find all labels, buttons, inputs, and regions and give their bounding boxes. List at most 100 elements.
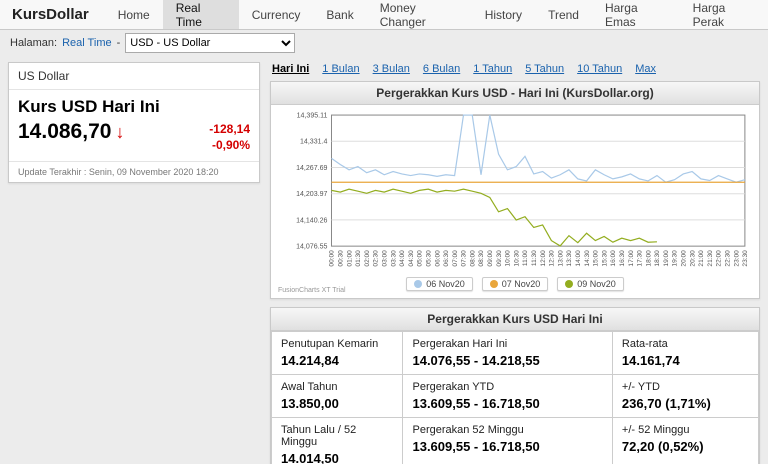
nav-item-harga-perak[interactable]: Harga Perak	[692, 0, 726, 29]
legend-item-06-nov20[interactable]: 06 Nov20	[406, 277, 473, 292]
y-axis-label: 14,140.26	[296, 217, 327, 224]
nav-item-harga-emas[interactable]: Harga Emas	[604, 0, 638, 29]
x-axis-label: 02:00	[364, 250, 371, 267]
legend-label: 06 Nov20	[426, 279, 465, 290]
x-axis-label: 22:00	[716, 250, 723, 267]
stats-card: Pergerakkan Kurs USD Hari Ini Penutupan …	[270, 307, 760, 464]
stat-cell: Awal Tahun 13.850,00	[270, 374, 404, 419]
breadcrumb-separator: -	[116, 37, 121, 49]
x-axis-label: 09:30	[496, 250, 503, 267]
stat-value: 13.609,55 - 16.718,50	[412, 396, 540, 412]
brand-logo[interactable]: KursDollar	[12, 6, 89, 23]
x-axis-label: 14:30	[584, 250, 591, 267]
range-tabs: Hari Ini 1 Bulan 3 Bulan 6 Bulan 1 Tahun 5 Ta…	[270, 62, 760, 81]
x-axis-label: 07:00	[452, 250, 459, 267]
x-axis-label: 11:30	[531, 250, 538, 266]
x-axis-label: 09:00	[487, 250, 494, 267]
stat-cell: Pergerakan Hari Ini 14.076,55 - 14.218,55	[402, 331, 613, 376]
x-axis-label: 03:30	[390, 250, 397, 267]
x-axis-label: 06:30	[443, 250, 450, 267]
stat-value: 236,70 (1,71%)	[621, 396, 711, 412]
breadcrumb-page-link[interactable]: Real Time	[62, 37, 112, 49]
x-axis-label: 14:00	[575, 250, 582, 267]
stat-cell: +/- 52 Minggu 72,20 (0,52%)	[611, 417, 760, 464]
nav-item-history[interactable]: History	[484, 7, 523, 22]
stat-cell: Pergerakan 52 Minggu 13.609,55 - 16.718,5…	[402, 417, 613, 464]
change-percent: -0,90%	[211, 137, 250, 152]
breadcrumb: Halaman: Real Time - USD - US Dollar	[0, 30, 768, 56]
nav-item-home[interactable]: Home	[117, 7, 150, 22]
tab-1-tahun[interactable]: 1 Tahun	[473, 63, 513, 75]
right-column: Hari Ini 1 Bulan 3 Bulan 6 Bulan 1 Tahun 5 Ta…	[270, 62, 760, 464]
stat-cell: Penutupan Kemarin 14.214,84	[270, 331, 404, 376]
x-axis-label: 23:00	[733, 250, 740, 267]
price-change: -128,14 -0,90%	[209, 120, 250, 153]
x-axis-label: 20:30	[689, 250, 696, 267]
stat-cell: Pergerakan YTD 13.609,55 - 16.718,50	[402, 374, 613, 419]
top-navigation: KursDollar Home Real Time Currency Bank Mone…	[0, 0, 768, 30]
x-axis-label: 01:00	[346, 250, 353, 267]
tab-6-bulan[interactable]: 6 Bulan	[422, 63, 461, 75]
last-update: Update Terakhir : Senin, 09 November 202…	[9, 161, 259, 182]
chart-title: Pergerakkan Kurs USD - Hari Ini (KursDol…	[271, 82, 759, 105]
tab-hari-ini[interactable]: Hari Ini	[272, 63, 310, 75]
legend-label: 07 Nov20	[501, 279, 541, 290]
y-axis-label: 14,076.55	[296, 244, 327, 251]
currency-select[interactable]: USD - US Dollar	[125, 33, 296, 53]
stat-value: 14.014,50	[281, 451, 339, 464]
y-axis-label: 14,395.11	[297, 112, 328, 119]
series-line-06-nov20	[331, 114, 746, 183]
legend-bullet-icon	[489, 280, 498, 289]
stat-value: 14.076,55 - 14.218,55	[412, 353, 540, 369]
chart-body: 14,395.11 14,331.4 14,267.69 14,203.97 14,14…	[271, 105, 759, 298]
stat-value: 13.609,55 - 16.718,50	[412, 439, 540, 455]
stats-title: Pergerakkan Kurs USD Hari Ini	[271, 308, 759, 332]
stat-value: 13.850,00	[281, 396, 339, 412]
y-axis-label: 14,203.97	[296, 191, 327, 198]
x-axis-label: 17:30	[637, 250, 644, 267]
legend-label: 09 Nov20	[577, 279, 616, 290]
stat-label: Awal Tahun	[281, 381, 338, 394]
tab-5-tahun[interactable]: 5 Tahun	[525, 63, 565, 75]
nav-item-bank[interactable]: Bank	[326, 7, 354, 22]
nav-item-currency[interactable]: Currency	[251, 7, 301, 22]
price-chart: 14,395.11 14,331.4 14,267.69 14,203.97 14,14…	[296, 112, 749, 267]
tab-max[interactable]: Max	[635, 63, 656, 75]
x-axis-label: 12:30	[549, 250, 556, 267]
x-axis-label: 10:00	[505, 250, 512, 267]
legend-bullet-icon	[565, 280, 574, 289]
legend-item-07-nov20[interactable]: 07 Nov20	[481, 277, 549, 292]
plot-area	[330, 114, 746, 247]
nav-item-money-changer[interactable]: Money Changer	[379, 0, 426, 29]
stat-value: 14.214,84	[281, 353, 339, 369]
x-axis-label: 15:00	[593, 250, 600, 267]
nav-item-real-time[interactable]: Real Time	[162, 0, 239, 29]
tab-10-tahun[interactable]: 10 Tahun	[577, 63, 623, 75]
stat-label: Pergerakan YTD	[412, 381, 495, 394]
nav-menu: Home Real Time Currency Bank Money Changer Hi…	[105, 0, 768, 29]
x-axis-label: 02:30	[373, 250, 380, 267]
price-value: 14.086,70	[18, 120, 112, 143]
x-axis-label: 03:00	[381, 250, 388, 267]
x-axis-label: 08:00	[469, 250, 476, 267]
breadcrumb-label: Halaman:	[10, 37, 58, 49]
x-axis-label: 04:30	[408, 250, 415, 267]
tab-1-bulan[interactable]: 1 Bulan	[322, 63, 360, 75]
x-axis-label: 07:30	[461, 250, 468, 267]
y-axis-label: 14,267.69	[296, 165, 327, 172]
legend-item-09-nov20[interactable]: 09 Nov20	[557, 277, 624, 292]
x-axis-label: 12:00	[540, 250, 547, 267]
legend-bullet-icon	[414, 280, 423, 289]
stat-label: Pergerakan 52 Minggu	[412, 424, 524, 437]
x-axis-label: 05:30	[426, 250, 433, 267]
nav-item-trend[interactable]: Trend	[548, 7, 579, 22]
x-axis-label: 23:30	[742, 250, 749, 267]
quote-card: US Dollar Kurs USD Hari Ini 14.086,70 ↓ -…	[8, 62, 260, 184]
quote-title: Kurs USD Hari Ini	[18, 97, 160, 116]
x-axis-label: 13:00	[557, 250, 564, 267]
stat-label: Penutupan Kemarin	[281, 338, 379, 351]
current-price: 14.086,70 ↓	[18, 120, 124, 144]
chart-watermark: FusionCharts XT Trial	[278, 287, 346, 295]
stat-value: 72,20 (0,52%)	[621, 439, 704, 455]
tab-3-bulan[interactable]: 3 Bulan	[372, 63, 410, 75]
